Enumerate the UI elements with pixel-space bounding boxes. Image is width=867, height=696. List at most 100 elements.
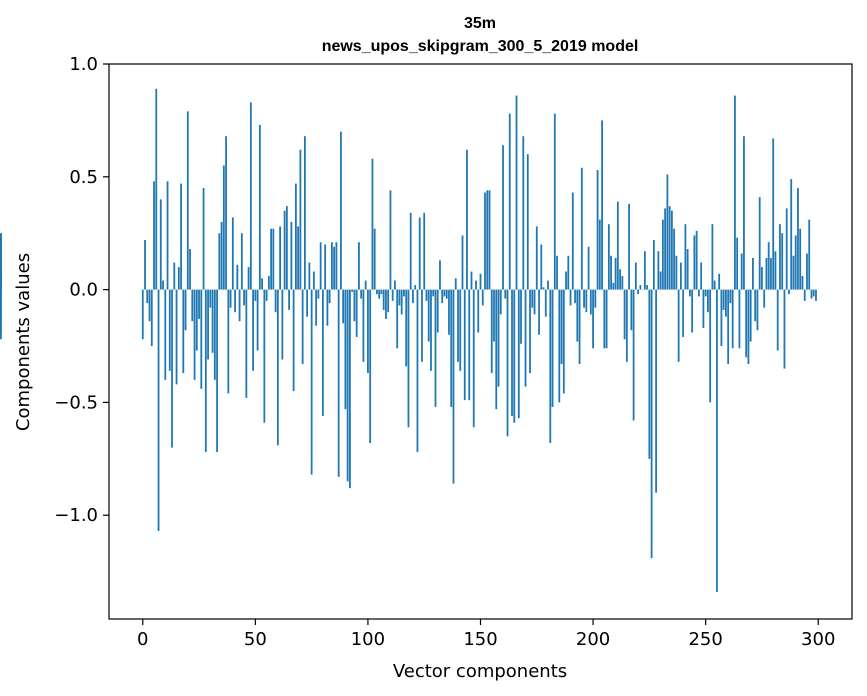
bar-114 xyxy=(398,289,401,306)
bar-171 xyxy=(526,154,529,290)
bar-188 xyxy=(565,271,567,290)
bar-167 xyxy=(517,289,520,419)
bar-132 xyxy=(439,260,441,290)
bar-115 xyxy=(400,289,403,315)
bar-268 xyxy=(745,289,748,358)
bar-291 xyxy=(797,188,799,290)
bar-160 xyxy=(502,145,504,290)
bar-27 xyxy=(202,188,205,290)
bar-213 xyxy=(621,276,624,290)
bar-207 xyxy=(607,224,610,290)
bar-88 xyxy=(340,131,342,290)
bar-196 xyxy=(583,289,585,308)
bar-116 xyxy=(403,289,405,297)
bar-225 xyxy=(648,289,651,459)
bar-99 xyxy=(364,280,367,290)
bar-238 xyxy=(677,289,680,362)
bar-100 xyxy=(367,289,369,374)
bar-178 xyxy=(542,287,545,290)
bar-87 xyxy=(337,289,340,477)
bar-147 xyxy=(472,289,475,428)
chart-subtitle: news_upos_skipgram_300_5_2019 model xyxy=(322,38,639,55)
bar-204 xyxy=(601,120,603,290)
bar-152 xyxy=(484,192,486,290)
bar-7 xyxy=(157,289,160,532)
bar-285 xyxy=(783,289,786,369)
chart-title: 35m xyxy=(464,15,496,32)
bar-166 xyxy=(515,95,518,290)
y-axis-label: Components values xyxy=(13,253,34,431)
y-tick-label: 0.5 xyxy=(69,167,98,188)
y-tick-label: −1.0 xyxy=(54,505,98,526)
bar-181 xyxy=(549,289,552,444)
bar-96 xyxy=(358,242,360,290)
bar-15 xyxy=(175,289,178,385)
bar-103 xyxy=(373,228,376,290)
bar-263 xyxy=(734,95,736,290)
bar-112 xyxy=(394,280,396,290)
bar-223 xyxy=(643,251,646,290)
bar-280 xyxy=(772,138,775,290)
bar-17 xyxy=(180,183,182,290)
bar-203 xyxy=(598,219,601,290)
bar-84 xyxy=(331,242,333,290)
bar-173 xyxy=(531,289,534,308)
bar-38 xyxy=(227,289,230,394)
bar-284 xyxy=(781,233,784,290)
bar-119 xyxy=(409,212,412,290)
bar-193 xyxy=(576,289,579,342)
bar-233 xyxy=(666,174,669,290)
bar-18 xyxy=(182,289,185,374)
x-tick-label: 300 xyxy=(801,629,835,650)
bar-240 xyxy=(682,289,685,337)
bar-144 xyxy=(466,149,468,290)
bar-undefined xyxy=(0,289,2,333)
bar-122 xyxy=(416,289,419,453)
bar-241 xyxy=(684,224,687,290)
bar-219 xyxy=(634,262,637,290)
bar-30 xyxy=(209,289,212,308)
bar-42 xyxy=(236,264,239,290)
bar-9 xyxy=(162,280,164,290)
bar-197 xyxy=(585,289,588,313)
bar-47 xyxy=(247,267,250,290)
bar-33 xyxy=(216,289,218,453)
bar-217 xyxy=(630,289,633,331)
bar-4 xyxy=(150,289,153,347)
bar-40 xyxy=(231,217,234,290)
bar-48 xyxy=(249,102,252,290)
bar-74 xyxy=(308,262,311,290)
bar-255 xyxy=(716,289,718,592)
bar-8 xyxy=(159,199,162,290)
bar-200 xyxy=(592,289,594,349)
bar-130 xyxy=(434,289,437,407)
bar-63 xyxy=(283,210,286,290)
bar-295 xyxy=(806,253,808,290)
bar-83 xyxy=(328,289,331,304)
bar-78 xyxy=(317,289,320,299)
bar-43 xyxy=(238,289,241,322)
bar-3 xyxy=(148,289,151,322)
bar-142 xyxy=(461,235,464,290)
bar-148 xyxy=(475,280,477,290)
bar-221 xyxy=(639,285,642,290)
bar-211 xyxy=(616,201,619,290)
bar-150 xyxy=(479,273,482,290)
bar-246 xyxy=(695,230,698,290)
bar-199 xyxy=(589,289,592,315)
bar-86 xyxy=(335,242,338,290)
bar-16 xyxy=(177,267,180,290)
bar-126 xyxy=(425,289,428,301)
bar-146 xyxy=(470,271,473,290)
bar-164 xyxy=(511,289,513,416)
bar-107 xyxy=(382,289,385,310)
bar-195 xyxy=(580,167,583,290)
bar-106 xyxy=(380,289,383,295)
bar-121 xyxy=(414,285,417,290)
bar-231 xyxy=(661,219,664,290)
bar-49 xyxy=(252,289,254,371)
bar-134 xyxy=(443,289,446,297)
bar-50 xyxy=(254,289,257,301)
bar-163 xyxy=(508,113,511,290)
